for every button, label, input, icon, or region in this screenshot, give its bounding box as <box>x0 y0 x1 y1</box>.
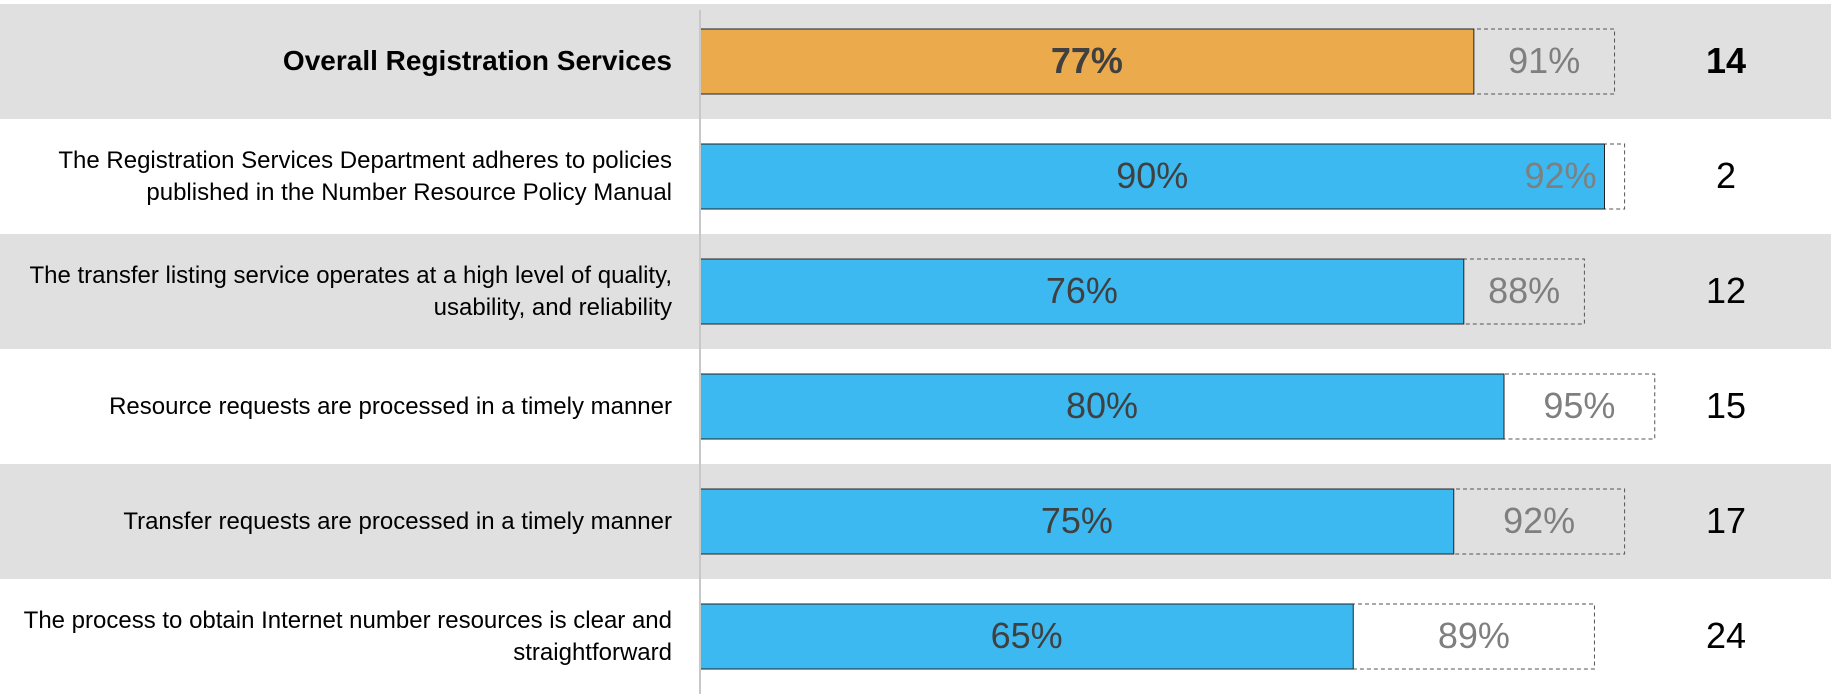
value-label: 77% <box>1051 40 1123 81</box>
category-label: Overall Registration Services <box>282 45 672 77</box>
gap-label: 12 <box>1706 270 1746 311</box>
gap-label: 15 <box>1706 385 1746 426</box>
target-label: 88% <box>1488 270 1560 311</box>
gap-label: 14 <box>1706 40 1746 81</box>
target-label: 95% <box>1543 385 1615 426</box>
value-label: 80% <box>1066 385 1138 426</box>
value-label: 76% <box>1046 270 1118 311</box>
bar <box>699 373 1505 440</box>
bar <box>699 28 1475 95</box>
target-label: 92% <box>1524 155 1596 196</box>
gap-label: 2 <box>1716 155 1736 196</box>
category-label: Transfer requests are processed in a tim… <box>123 507 672 535</box>
category-label: The Registration Services Department adh… <box>58 147 672 206</box>
gap-label: 24 <box>1706 615 1746 656</box>
value-label: 90% <box>1116 155 1188 196</box>
gap-label: 17 <box>1706 500 1746 541</box>
bar <box>699 603 1354 670</box>
target-label: 92% <box>1503 500 1575 541</box>
category-label: The transfer listing service operates at… <box>29 262 672 321</box>
value-label: 75% <box>1041 500 1113 541</box>
value-label: 65% <box>991 615 1063 656</box>
target-label: 91% <box>1508 40 1580 81</box>
category-label: The process to obtain Internet number re… <box>23 607 672 666</box>
category-label: Resource requests are processed in a tim… <box>109 392 672 420</box>
bar <box>699 258 1465 325</box>
target-label: 89% <box>1438 615 1510 656</box>
bar <box>699 488 1455 555</box>
